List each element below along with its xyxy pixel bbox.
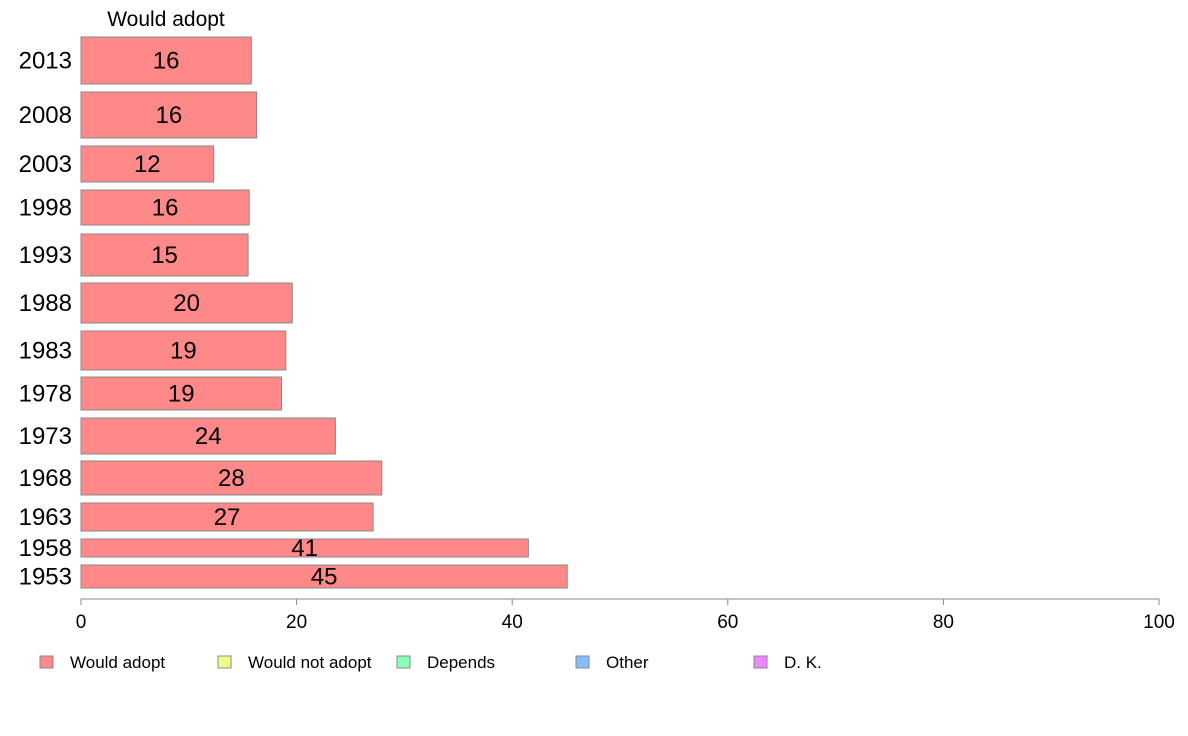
- value-label-1958: 41: [291, 535, 318, 562]
- value-label-1978: 19: [168, 381, 195, 408]
- x-tick-label-60: 60: [717, 612, 738, 633]
- bar-1973: [80, 417, 336, 455]
- bar-1963: [80, 502, 374, 532]
- legend-label-0: Would adopt: [70, 653, 165, 672]
- value-label-1973: 24: [195, 423, 222, 450]
- value-label-2013: 16: [153, 48, 180, 75]
- legend-label-4: D. K.: [784, 653, 822, 672]
- x-tick-label-40: 40: [502, 612, 523, 633]
- bar-1958: [80, 538, 529, 558]
- bar-2008: [80, 91, 258, 139]
- bar-1968: [80, 460, 383, 496]
- x-tick-label-100: 100: [1143, 612, 1175, 633]
- x-tick-label-20: 20: [286, 612, 307, 633]
- value-label-1953: 45: [311, 564, 338, 591]
- value-label-1993: 15: [151, 242, 178, 269]
- legend-swatch-1: [217, 655, 232, 669]
- year-label-1998: 1998: [19, 195, 72, 222]
- year-label-1983: 1983: [19, 338, 72, 365]
- year-label-2008: 2008: [19, 102, 72, 129]
- bar-1953: [80, 564, 568, 589]
- legend-label-2: Depends: [427, 653, 495, 672]
- year-label-2003: 2003: [19, 151, 72, 178]
- legend-label-3: Other: [606, 653, 649, 672]
- year-label-2013: 2013: [19, 48, 72, 75]
- value-label-1998: 16: [152, 195, 179, 222]
- bar-2003: [80, 145, 215, 183]
- value-label-1988: 20: [173, 290, 200, 317]
- legend-swatch-2: [396, 655, 411, 669]
- legend: Would adopt Would not adopt Depends Other D.…: [39, 653, 822, 672]
- legend-label-1: Would not adopt: [248, 653, 372, 672]
- year-label-1988: 1988: [19, 290, 72, 317]
- year-label-1953: 1953: [19, 564, 72, 591]
- bar-1998: [80, 189, 250, 226]
- value-label-2008: 16: [156, 102, 183, 129]
- year-label-1973: 1973: [19, 423, 72, 450]
- bar-1988: [80, 282, 293, 324]
- year-label-1958: 1958: [19, 535, 72, 562]
- bar-1978: [80, 376, 283, 411]
- year-label-1993: 1993: [19, 242, 72, 269]
- bar-1983: [80, 330, 287, 371]
- bars-group: 16 2013 16 2008 12 2003 16 1998 15 1993 20 1988 19 19…: [19, 36, 568, 591]
- legend-swatch-0: [39, 655, 54, 669]
- year-label-1963: 1963: [19, 504, 72, 531]
- value-label-2003: 12: [134, 151, 161, 178]
- value-label-1963: 27: [214, 504, 241, 531]
- x-tick-label-80: 80: [933, 612, 954, 633]
- legend-swatch-3: [575, 655, 590, 669]
- x-axis: 0 20 40 60 80 100: [76, 598, 1175, 633]
- legend-swatch-4: [753, 655, 768, 669]
- value-label-1983: 19: [170, 338, 197, 365]
- year-label-1968: 1968: [19, 465, 72, 492]
- x-tick-label-0: 0: [76, 612, 87, 633]
- bar-1993: [80, 233, 249, 277]
- bar-2013: [80, 36, 252, 85]
- year-label-1978: 1978: [19, 381, 72, 408]
- column-header-would-adopt: Would adopt: [107, 8, 225, 31]
- value-label-1968: 28: [218, 465, 245, 492]
